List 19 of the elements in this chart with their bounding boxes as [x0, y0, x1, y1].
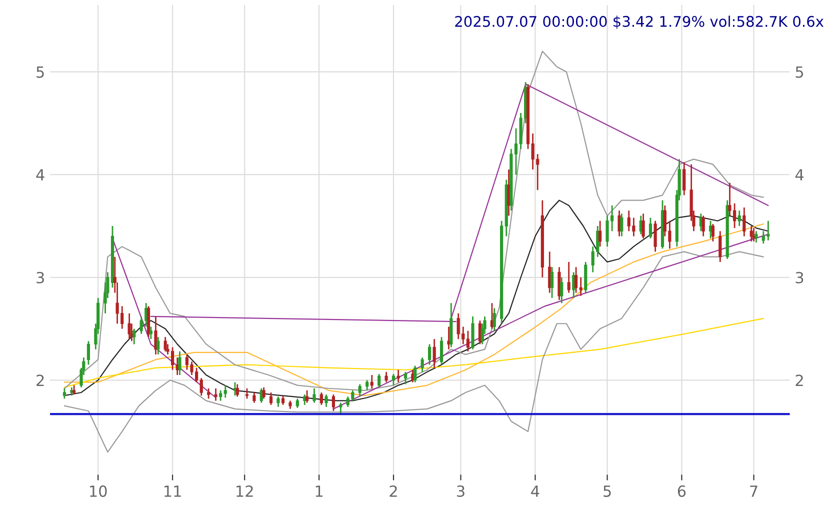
x-tick-label: 12: [236, 485, 253, 497]
y2-tick-label: 4: [795, 169, 804, 180]
x-tick-label: 7: [750, 486, 758, 497]
y-tick-label: 4: [36, 169, 44, 180]
y2-tick-label: 2: [796, 374, 803, 386]
y2-tick-label: 5: [796, 66, 804, 78]
x-tick-label: 6: [678, 485, 686, 497]
x-tick-label: 5: [604, 486, 611, 497]
x-tick-label: 4: [531, 486, 540, 497]
y-tick-label: 3: [36, 272, 44, 284]
x-tick-label: 2: [390, 485, 397, 497]
x-tick-label: 3: [457, 485, 464, 497]
y-tick-label: 5: [36, 66, 44, 78]
y-tick-label: 2: [36, 374, 44, 386]
x-tick-label: 1: [316, 486, 322, 497]
y2-tick-label: 3: [796, 272, 804, 284]
x-tick-label: 10: [90, 485, 107, 497]
x-tick-label: 11: [164, 486, 181, 497]
text: 2025.07.07 00:00:00 $3.42 1.79% vol:582.7K 0.6x: [455, 16, 824, 29]
